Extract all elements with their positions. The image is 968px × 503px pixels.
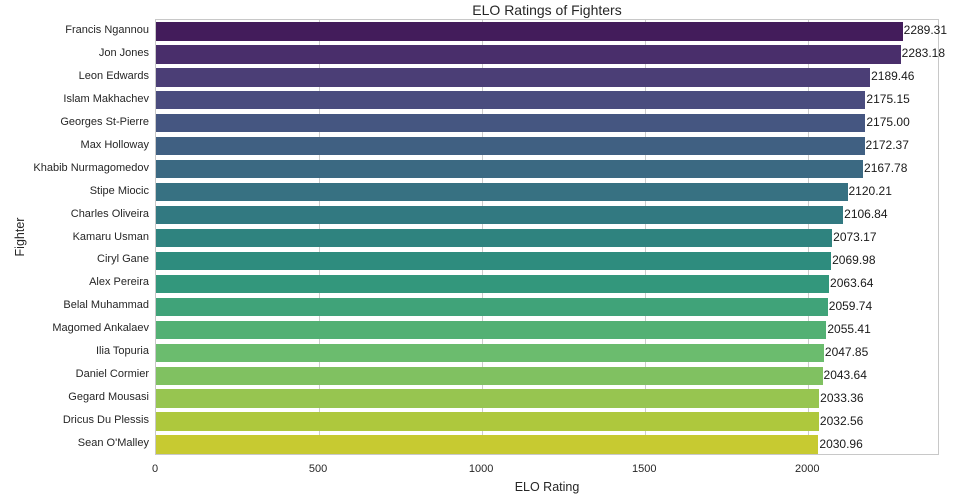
y-tick-label: Khabib Nurmagomedov	[33, 161, 149, 174]
y-tick-label: Magomed Ankalaev	[52, 322, 149, 335]
chart-title: ELO Ratings of Fighters	[472, 2, 622, 18]
bar	[156, 412, 819, 431]
x-tick-label: 1000	[468, 463, 494, 475]
y-tick-label: Max Holloway	[80, 138, 149, 151]
y-tick-label: Francis Ngannou	[65, 23, 149, 36]
bar	[156, 137, 865, 156]
bar-value-label: 2289.31	[903, 23, 948, 38]
y-tick-label: Sean O'Malley	[77, 437, 149, 450]
bar-value-label: 2032.56	[819, 413, 864, 428]
x-tick-label: 1500	[631, 463, 657, 475]
bar-value-label: 2172.37	[865, 138, 909, 153]
bar-value-label: 2033.36	[820, 390, 864, 405]
y-tick-label: Gegard Mousasi	[68, 391, 149, 404]
bar	[156, 366, 823, 385]
bar-value-label: 2073.17	[833, 230, 877, 244]
bar-value-label: 2030.96	[819, 436, 863, 451]
bar	[156, 205, 844, 225]
bar-value-label: 2189.46	[871, 69, 915, 84]
bar-value-label: 2047.85	[824, 344, 869, 359]
y-tick-label: Daniel Cormier	[75, 368, 149, 381]
bar	[156, 68, 871, 87]
y-tick-label: Stipe Miocic	[89, 184, 149, 197]
y-tick-label: Kamaru Usman	[72, 230, 149, 243]
bar	[156, 389, 820, 408]
bar-value-label: 2175.00	[866, 115, 910, 130]
bar	[156, 435, 819, 454]
x-tick-label: 500	[308, 463, 328, 475]
x-tick-label: 2000	[795, 463, 820, 475]
bar-value-label: 2063.64	[830, 275, 874, 290]
x-axis-label: ELO Rating	[514, 480, 580, 494]
bar	[156, 297, 828, 316]
x-tick-label: 0	[151, 463, 159, 475]
bar	[156, 182, 848, 202]
bar-value-label: 2059.74	[828, 298, 873, 313]
y-tick-label: Alex Pereira	[89, 276, 149, 289]
bar	[156, 343, 824, 362]
bar-value-label: 2175.15	[866, 92, 910, 107]
bar	[156, 22, 903, 41]
bar	[156, 45, 901, 64]
bar	[156, 320, 827, 339]
y-tick-label: Islam Makhachev	[63, 92, 149, 105]
y-tick-label: Charles Oliveira	[70, 207, 149, 220]
y-tick-label: Ilia Topuria	[96, 345, 149, 358]
bar-value-label: 2069.98	[832, 252, 876, 267]
bar	[156, 159, 864, 179]
bar-value-label: 2106.84	[844, 207, 888, 222]
bar	[156, 274, 830, 294]
bar-value-label: 2055.41	[827, 321, 871, 336]
bar	[156, 114, 866, 133]
bar	[156, 251, 832, 271]
bar-value-label: 2167.78	[864, 161, 908, 176]
y-tick-label: Ciryl Gane	[97, 253, 149, 266]
bar-value-label: 2283.18	[901, 46, 946, 61]
y-tick-label: Belal Muhammad	[63, 299, 149, 312]
y-tick-label: Leon Edwards	[78, 69, 149, 82]
bar	[156, 91, 866, 110]
y-tick-label: Georges St-Pierre	[60, 115, 149, 128]
bar	[156, 228, 833, 248]
bar-value-label: 2120.21	[848, 184, 892, 199]
plot-area	[155, 19, 939, 455]
y-tick-label: Dricus Du Plessis	[62, 414, 149, 427]
bar-value-label: 2043.64	[823, 367, 867, 382]
y-tick-label: Jon Jones	[98, 46, 149, 59]
